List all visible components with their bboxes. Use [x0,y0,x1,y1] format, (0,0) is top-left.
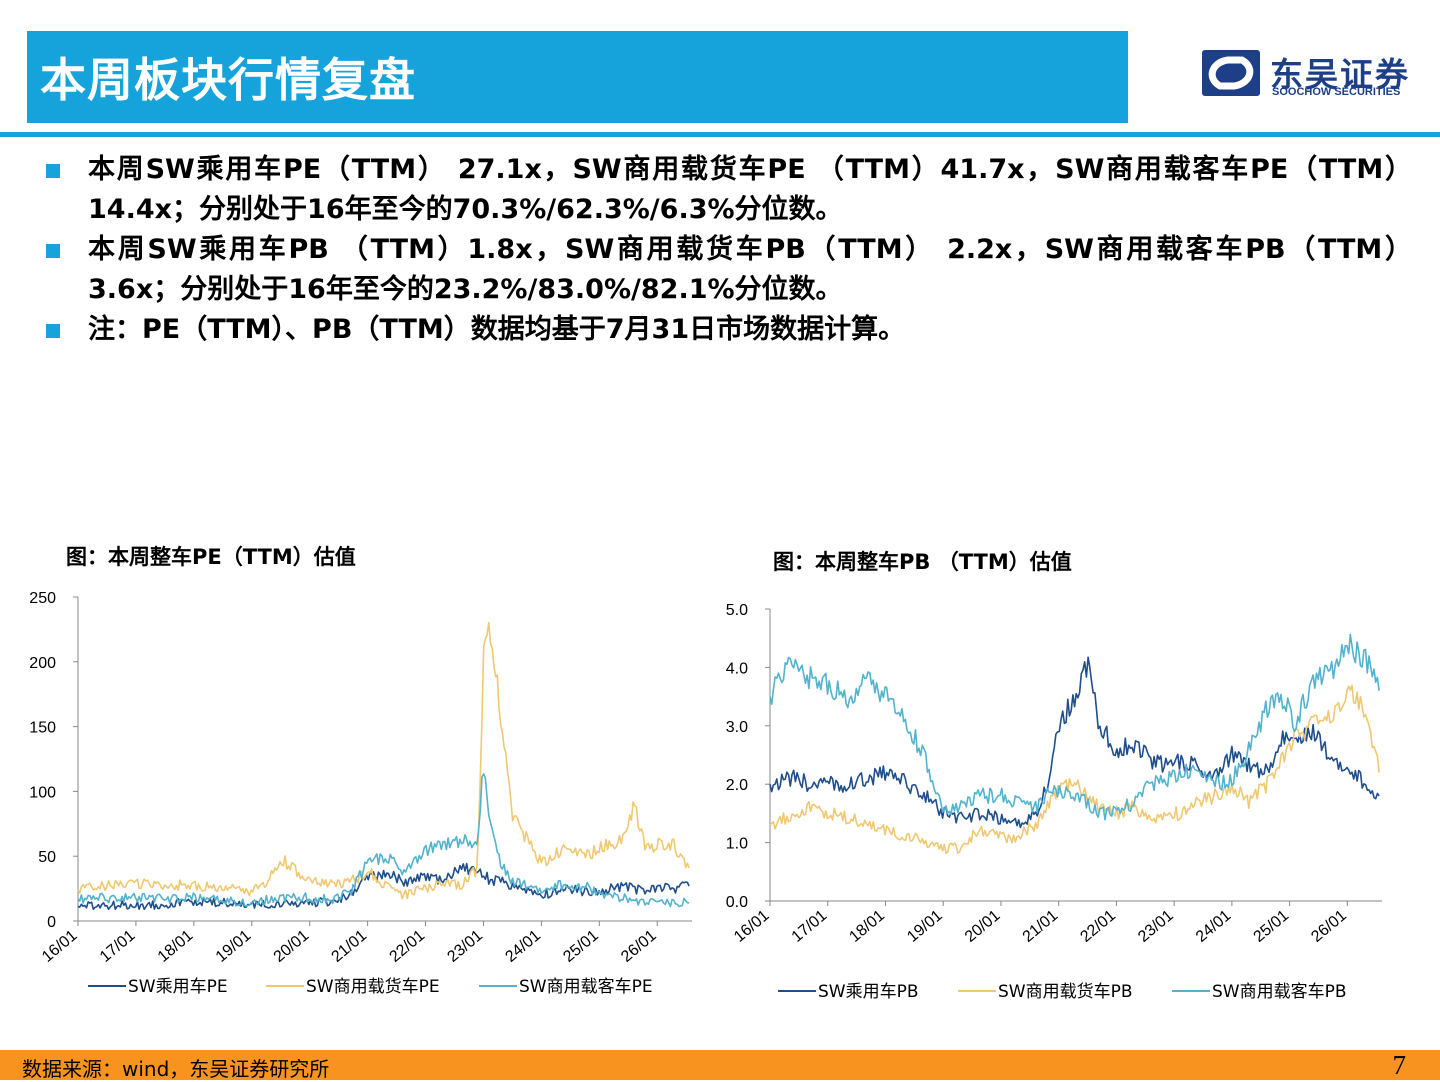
legend-label: SW商用载客车PB [1212,982,1347,1002]
x-tick-label: 26/01 [1308,907,1350,946]
bullet-text: 注：PE（TTM）、PB（TTM）数据均基于7月31日市场数据计算。 [88,314,906,345]
x-tick-label: 19/01 [904,907,946,946]
logo-name-cn: 东吴证券 [1270,55,1410,94]
pe-chart: 0 50 100 150 200 250 16/01 17/01 18/01 19/01 20/01… [29,590,692,997]
bullet-square-icon [46,164,60,178]
y-tick-label: 1.0 [726,836,748,853]
pe-chart-title: 图：本周整车PE（TTM）估值 [66,545,356,569]
y-tick-label: 250 [29,590,56,607]
bullet-note: 注：PE（TTM）、PB（TTM）数据均基于7月31日市场数据计算。 [40,310,1412,350]
page-title: 本周板块行情复盘 [40,53,416,107]
y-tick-label: 0 [47,914,56,931]
page-number: 7 [1392,1050,1407,1080]
y-tick-label: 3.0 [726,719,748,736]
y-tick-label: 5.0 [726,602,748,619]
x-tick-label: 24/01 [502,927,544,966]
series-line-1 [769,684,1380,855]
legend-label: SW乘用车PB [818,982,919,1002]
x-tick-label: 17/01 [97,927,139,966]
bullet-pb: 本周SW乘用车PB （TTM）1.8x，SW商用载货车PB（TTM） 2.2x，… [40,230,1412,310]
x-tick-label: 20/01 [962,907,1004,946]
legend-label: SW乘用车PE [128,977,228,997]
x-tick-label: 19/01 [213,927,255,966]
soochow-logo-icon [1202,50,1260,96]
bullet-pe: 本周SW乘用车PE（TTM） 27.1x，SW商用载货车PE （TTM）41.7… [40,150,1412,230]
series-line-0 [77,862,690,911]
bullet-text: 本周SW乘用车PB （TTM）1.8x，SW商用载货车PB（TTM） 2.2x，… [88,234,1412,305]
x-tick-label: 21/01 [1020,907,1062,946]
x-tick-label: 23/01 [444,927,486,966]
x-tick-label: 16/01 [731,907,773,946]
y-tick-label: 50 [38,849,56,866]
y-tick-label: 0.0 [726,894,748,911]
y-tick-label: 2.0 [726,777,748,794]
x-tick-label: 21/01 [329,927,371,966]
y-tick-label: 200 [29,655,56,672]
x-tick-label: 18/01 [846,907,888,946]
x-tick-label: 22/01 [1077,907,1119,946]
bullet-square-icon [46,324,60,338]
x-tick-label: 20/01 [271,927,313,966]
header-rule [0,132,1440,137]
x-tick-label: 16/01 [39,927,81,966]
pb-chart: 0.0 1.0 2.0 3.0 4.0 5.0 16/01 17/01 18/01 19/01 20… [726,602,1382,1002]
summary-bullets: 本周SW乘用车PE（TTM） 27.1x，SW商用载货车PE （TTM）41.7… [40,150,1412,350]
y-tick-label: 4.0 [726,660,748,677]
x-tick-label: 17/01 [789,907,831,946]
data-source: 数据来源：wind，东吴证券研究所 [22,1057,330,1081]
bullet-square-icon [46,244,60,258]
title-band [27,31,1128,123]
series-line-1 [77,621,690,900]
bullet-text: 本周SW乘用车PE（TTM） 27.1x，SW商用载货车PE （TTM）41.7… [88,154,1412,225]
series-line-2 [769,633,1380,821]
x-tick-label: 22/01 [387,927,429,966]
y-tick-label: 100 [29,784,56,801]
x-tick-label: 25/01 [1251,907,1293,946]
x-tick-label: 24/01 [1193,907,1235,946]
series-line-2 [77,773,690,908]
x-tick-label: 26/01 [618,927,660,966]
series-line-0 [769,656,1380,829]
legend-label: SW商用载客车PE [519,977,653,997]
pb-chart-title: 图：本周整车PB （TTM）估值 [773,550,1072,574]
x-tick-label: 23/01 [1135,907,1177,946]
footer-bar [0,1050,1440,1080]
x-tick-label: 18/01 [155,927,197,966]
company-logo: 东吴证券 SOOCHOW SECURITIES [1200,46,1415,100]
logo-name-en: SOOCHOW SECURITIES [1272,86,1401,98]
legend-label: SW商用载货车PE [306,977,440,997]
legend-label: SW商用载货车PB [998,982,1133,1002]
x-tick-label: 25/01 [560,927,602,966]
y-tick-label: 150 [29,720,56,737]
